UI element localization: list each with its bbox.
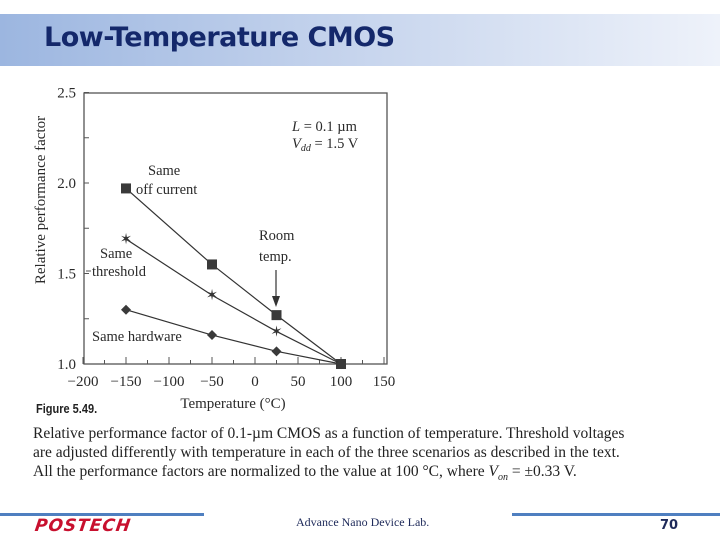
label-threshold: threshold [92,264,147,280]
figure-caption: Relative performance factor of 0.1-µm CM… [33,424,673,487]
square-marker-icon [121,183,131,194]
x-tick-label: 0 [251,374,259,390]
y-tick-label: 1.0 [57,357,76,373]
y-tick-label: 2.0 [57,176,76,192]
caption-line-3: All the performance factors are normaliz… [33,463,577,484]
param-vdd: Vdd = 1.5 V [292,136,359,154]
x-tick-label: −150 [111,374,142,390]
figure-label: Figure 5.49. [36,402,98,416]
footer-divider-right [512,513,720,516]
label-room-temp: Room [259,228,295,244]
y-tick-label: 2.5 [57,86,76,102]
x-tick-label: 50 [291,374,306,390]
label-hardware: Same hardware [92,329,182,345]
diamond-marker-icon [207,330,217,341]
label-room-temp: temp. [259,249,292,265]
series-line [125,238,342,365]
plot-area: −200 −150 −100 −50 0 50 100 150 1.0 1.5 2.0 2.5 Temp… [33,86,395,413]
diamond-marker-icon [121,304,131,315]
caption-line-2: are adjusted differently with temperatur… [33,444,620,461]
label-off-current: off current [136,182,197,198]
caption-line-1: Relative performance factor of 0.1-µm CM… [33,425,625,442]
performance-chart: −200 −150 −100 −50 0 50 100 150 1.0 1.5 2.0 2.5 Temp… [33,86,395,413]
series-line [125,187,342,365]
lab-name: Advance Nano Device Lab. [296,515,430,529]
square-marker-icon [271,310,282,321]
label-off-current: Same [148,163,180,179]
slide-title: Low-Temperature CMOS [44,22,395,53]
footer-divider-left [0,513,204,516]
param-length: L = 0.1 µm [291,119,358,135]
x-tick-label: 150 [373,374,396,390]
title-bar [0,14,720,66]
arrow-head-icon [272,296,280,307]
square-marker-icon [207,259,217,270]
star-marker-icon: ✶ [270,322,283,340]
diamond-marker-icon [336,359,346,369]
series-line [125,309,342,365]
x-tick-label: −100 [154,374,185,390]
diamond-marker-icon [271,346,282,357]
x-tick-label: −50 [200,374,223,390]
star-marker-icon: ✶ [120,230,133,248]
y-axis-title: Relative performance factor [33,116,49,284]
x-tick-label: 100 [330,374,353,390]
x-axis-title: Temperature (°C) [180,396,285,412]
page-number: 70 [660,518,679,533]
y-tick-label: 1.5 [57,267,76,283]
postech-logo: POSTECH [33,516,133,536]
label-threshold: Same [100,246,132,262]
x-tick-label: −200 [68,374,99,390]
star-marker-icon: ✶ [206,286,219,304]
